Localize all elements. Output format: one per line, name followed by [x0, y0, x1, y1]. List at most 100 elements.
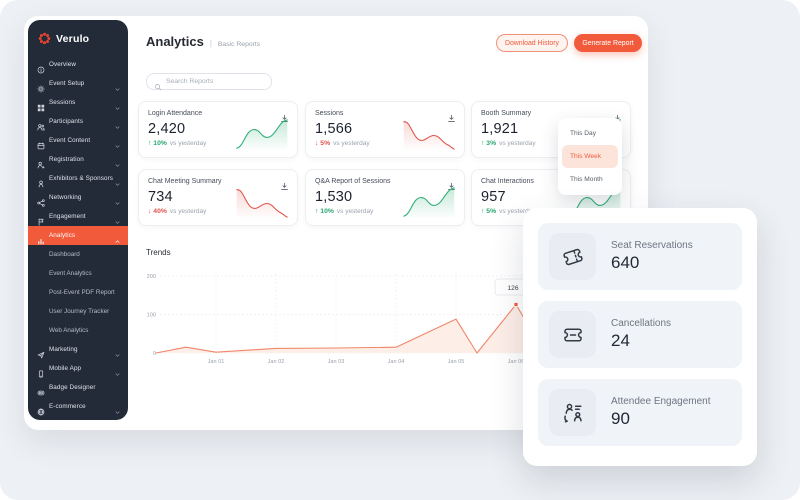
download-history-button[interactable]: Download History: [496, 34, 568, 52]
peak-marker: [513, 302, 519, 307]
people-icon: [37, 118, 45, 130]
delta-down-arrow: ↓ 5%: [315, 140, 331, 147]
sidebar-item-sessions[interactable]: Sessions: [28, 93, 128, 112]
delta-suffix: vs yesterday: [499, 140, 536, 147]
summary-card-title: Attendee Engagement: [611, 396, 711, 407]
search-input[interactable]: [166, 78, 261, 85]
search-box[interactable]: [146, 73, 272, 90]
chart-tooltip-value: 126: [507, 285, 518, 292]
sidebar-item-mobile-app[interactable]: Mobile App: [28, 359, 128, 378]
delta-suffix: vs yesterday: [333, 140, 370, 147]
delta-suffix: vs yesterday: [499, 208, 536, 215]
phone-icon: [37, 365, 45, 377]
sidebar-item-label: Mobile App: [49, 365, 82, 372]
sidebar-item-registration[interactable]: Registration: [28, 150, 128, 169]
sidebar-nav: Overview Event Setup Sessions Participants E…: [28, 55, 128, 416]
stat-card-title: Booth Summary: [481, 110, 532, 117]
delta-suffix: vs yesterday: [336, 208, 374, 215]
sidebar-item-badge-designer[interactable]: Badge Designer: [28, 378, 128, 397]
summary-card-attendee-engagement: Attendee Engagement 90: [538, 379, 742, 446]
stat-card-value: 2,420: [148, 121, 186, 137]
sidebar-subitem-event-analytics[interactable]: Event Analytics: [28, 264, 128, 283]
verulo-flower-icon: [38, 32, 51, 45]
delta-suffix: vs yesterday: [169, 208, 207, 215]
y-tick-label: 100: [147, 313, 156, 319]
chevron-down-icon: [114, 194, 121, 205]
sidebar-subitem-label: Event Analytics: [49, 270, 92, 277]
trends-title: Trends: [146, 248, 171, 257]
summary-panel: Seat Reservations 640 Cancellations 24 A…: [523, 208, 757, 466]
sparkline-down: [236, 189, 288, 220]
chevron-down-icon: [114, 99, 121, 110]
sidebar-item-exhibitors-sponsors[interactable]: Exhibitors & Sponsors: [28, 169, 128, 188]
page-header: Analytics | Basic Reports: [146, 34, 260, 49]
person-icon: [37, 175, 45, 187]
sidebar-item-label: Exhibitors & Sponsors: [49, 175, 114, 182]
sidebar-item-event-content[interactable]: Event Content: [28, 131, 128, 150]
sidebar-item-overview[interactable]: Overview: [28, 55, 128, 74]
stat-card-value: 1,566: [315, 121, 353, 137]
stat-card-delta: ↑ 3% vs yesterday: [481, 140, 622, 147]
summary-card-cancellations: Cancellations 24: [538, 301, 742, 368]
sidebar-item-label: Event Content: [49, 137, 91, 144]
sidebar-item-marketing[interactable]: Marketing: [28, 340, 128, 359]
ticket-cancel-icon: [549, 311, 596, 358]
summary-card-title: Cancellations: [611, 318, 672, 329]
stat-card-value: 957: [481, 189, 506, 205]
sidebar-item-label: Engagement: [49, 213, 86, 220]
sidebar-item-participants[interactable]: Participants: [28, 112, 128, 131]
person-add-icon: [37, 156, 45, 169]
stat-card-value: 1,530: [315, 189, 353, 205]
trend-line: [155, 303, 532, 354]
grid-icon: [37, 99, 45, 111]
stat-card-q-a-report-of-sessions: Q&A Report of Sessions 1,530 ↑ 10% vs ye…: [305, 169, 465, 226]
delta-up-arrow: ↑ 10%: [148, 140, 167, 147]
x-tick-label: Jan 06: [508, 359, 525, 365]
sidebar-item-engagement[interactable]: Engagement: [28, 207, 128, 226]
sidebar-item-event-setup[interactable]: Event Setup: [28, 74, 128, 93]
sidebar-subitem-label: User Journey Tracker: [49, 308, 110, 315]
breadcrumb: Basic Reports: [217, 41, 261, 48]
bar-chart-icon: [37, 232, 45, 244]
sidebar-item-networking[interactable]: Networking: [28, 188, 128, 207]
page-title: Analytics: [146, 34, 204, 49]
summary-card-value: 640: [611, 253, 640, 272]
sidebar-item-label: Overview: [49, 61, 77, 68]
sidebar-item-analytics[interactable]: Analytics: [28, 226, 128, 245]
x-tick-label: Jan 03: [328, 359, 345, 365]
generate-report-button[interactable]: Generate Report: [574, 34, 642, 52]
sidebar-subitem-web-analytics[interactable]: Web Analytics: [28, 321, 128, 340]
x-tick-label: Jan 02: [268, 359, 285, 365]
sidebar-item-label: E-commerce: [49, 403, 86, 410]
stat-card-delta: ↑ 5% vs yesterday: [481, 208, 622, 215]
flag-icon: [37, 213, 45, 226]
chevron-down-icon: [114, 156, 121, 167]
sidebar-subitem-dashboard[interactable]: Dashboard: [28, 245, 128, 264]
summary-card-seat-reservations: Seat Reservations 640: [538, 223, 742, 290]
delta-up-arrow: ↑ 3%: [481, 140, 497, 147]
stat-card-delta: ↓ 5% vs yesterday: [315, 140, 456, 147]
gear-icon: [37, 80, 45, 93]
stat-card-delta: ↓ 40% vs yesterday: [148, 208, 289, 215]
download-icon[interactable]: [280, 178, 289, 190]
sidebar-item-e-commerce[interactable]: E-commerce: [28, 397, 128, 416]
sidebar-subitem-user-journey-tracker[interactable]: User Journey Tracker: [28, 302, 128, 321]
summary-card-value: 24: [611, 331, 630, 350]
chevron-down-icon: [114, 346, 121, 357]
calendar-icon: [37, 137, 45, 149]
stat-card-title: Sessions: [315, 110, 344, 117]
sidebar-subitem-post-event-pdf-report[interactable]: Post-Event PDF Report: [28, 283, 128, 302]
breadcrumb-divider: |: [209, 39, 212, 48]
dropdown-option-this-month[interactable]: This Month: [570, 176, 603, 183]
sidebar-item-label: Sessions: [49, 99, 76, 106]
sidebar-subitem-label: Web Analytics: [49, 327, 89, 334]
dropdown-option-this-week[interactable]: This Week: [562, 145, 618, 168]
stat-card-sessions: Sessions 1,566 ↓ 5% vs yesterday: [305, 101, 465, 158]
sidebar-item-label: Marketing: [49, 346, 78, 353]
globe-icon: [37, 403, 45, 415]
download-icon[interactable]: [447, 110, 456, 122]
stat-card-chat-meeting-summary: Chat Meeting Summary 734 ↓ 40% vs yester…: [138, 169, 298, 226]
dropdown-option-this-day[interactable]: This Day: [570, 130, 597, 137]
delta-down-arrow: ↓ 40%: [148, 208, 167, 215]
